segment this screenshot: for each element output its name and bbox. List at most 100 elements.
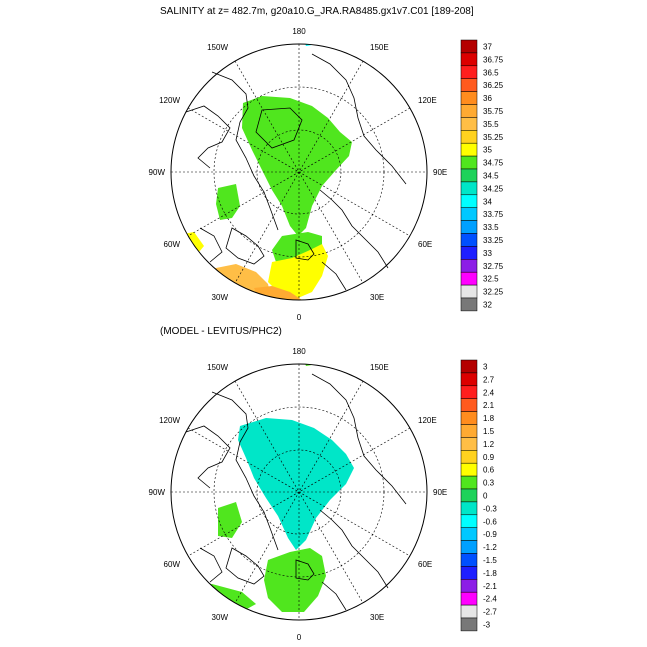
top-colorbar-swatch	[460, 246, 478, 260]
bottom-lon-0: 0	[297, 633, 302, 642]
bottom-colorbar-swatch	[460, 579, 478, 593]
top-lon-90w: 90W	[149, 168, 166, 177]
top-colorbar-swatch	[460, 130, 478, 144]
bottom-lon-30w: 30W	[212, 613, 229, 622]
bottom-colorbar-swatch	[460, 359, 478, 374]
top-lon-30w: 30W	[212, 293, 229, 302]
top-colorbar-swatch	[460, 181, 478, 196]
top-colorbar-label: 33.5	[483, 223, 499, 232]
bottom-colorbar: 3 2.7 2.4 2.1 1.8 1.5 1.2 0.9 0.6 0.3 0 -0.3 -0.6 -0.…	[460, 359, 497, 632]
bottom-lon-120w: 120W	[159, 416, 180, 425]
top-colorbar-swatch	[460, 78, 478, 92]
bottom-colorbar-label: -2.1	[483, 582, 497, 591]
bottom-colorbar-label: 1.2	[483, 440, 495, 449]
top-lon-120e: 120E	[418, 96, 437, 105]
top-colorbar: 37 36.75 36.5 36.25 36 35.75 35.5 35.25 35 34.75 3…	[460, 39, 504, 312]
top-colorbar-label: 33.75	[483, 210, 504, 219]
bottom-colorbar-swatch	[460, 553, 478, 567]
bottom-polar-map: 180 0 90W 90E 150W 150E 120W 120E 60W 60…	[149, 347, 448, 642]
top-colorbar-swatch	[460, 155, 478, 170]
bottom-map-fill	[178, 364, 354, 614]
top-nordic-seas-fill	[268, 244, 328, 298]
top-colorbar-swatch	[460, 91, 478, 105]
bottom-colorbar-label: 2.1	[483, 401, 495, 410]
top-colorbar-label: 36.25	[483, 81, 504, 90]
top-lon-120w: 120W	[159, 96, 180, 105]
top-colorbar-swatch	[460, 284, 478, 299]
top-colorbar-swatch	[460, 271, 478, 286]
top-lon-150e: 150E	[370, 43, 389, 52]
bottom-lon-150e: 150E	[370, 363, 389, 372]
bottom-labrador-fill	[178, 584, 256, 614]
bottom-colorbar-swatch	[460, 604, 478, 619]
bottom-colorbar-label: -0.3	[483, 504, 497, 513]
top-lon-150w: 150W	[207, 43, 228, 52]
bottom-lon-60w: 60W	[164, 560, 181, 569]
top-colorbar-label: 32.75	[483, 262, 504, 271]
top-colorbar-label: 35.5	[483, 120, 499, 129]
top-colorbar-swatch	[460, 259, 478, 273]
top-colorbar-label: 32.5	[483, 275, 499, 284]
top-colorbar-label: 35.75	[483, 107, 504, 116]
bottom-lon-90e: 90E	[433, 488, 447, 497]
top-colorbar-label: 34.5	[483, 171, 499, 180]
top-lon-60e: 60E	[418, 240, 432, 249]
bottom-colorbar-swatch	[460, 385, 478, 399]
bottom-colorbar-swatch	[460, 501, 478, 516]
bottom-colorbar-swatch	[460, 424, 478, 438]
top-colorbar-label: 33.25	[483, 236, 504, 245]
top-map-fill	[172, 44, 352, 300]
top-map-title: SALINITY at z= 482.7m, g20a10.G_JRA.RA84…	[160, 6, 474, 17]
bottom-colorbar-swatch	[460, 372, 478, 387]
top-colorbar-swatch	[460, 52, 478, 67]
top-colorbar-label: 35	[483, 146, 492, 155]
bottom-colorbar-swatch	[460, 540, 478, 554]
bottom-colorbar-swatch	[460, 514, 478, 528]
top-colorbar-label: 35.25	[483, 133, 504, 142]
top-lon-30e: 30E	[370, 293, 384, 302]
top-map-boundary	[170, 43, 428, 301]
bottom-lon-120e: 120E	[418, 416, 437, 425]
bottom-lon-90w: 90W	[149, 488, 166, 497]
bottom-baffin-fill	[218, 502, 242, 538]
bottom-colorbar-swatch	[460, 475, 478, 490]
bottom-colorbar-swatch	[460, 566, 478, 580]
bottom-colorbar-swatch	[460, 450, 478, 464]
top-colorbar-swatch	[460, 142, 478, 157]
bottom-colorbar-label: 0.3	[483, 479, 495, 488]
top-colorbar-swatch	[460, 39, 478, 54]
top-colorbar-swatch	[460, 104, 478, 118]
bottom-colorbar-label: -3	[483, 620, 491, 629]
bottom-colorbar-label: 1.8	[483, 414, 495, 423]
top-arctic-basin-fill	[242, 96, 352, 236]
top-lon-180: 180	[292, 27, 306, 36]
top-colorbar-label: 34.75	[483, 159, 504, 168]
bottom-coastlines	[185, 373, 407, 611]
bottom-colorbar-label: -1.8	[483, 569, 497, 578]
top-colorbar-label: 33	[483, 249, 492, 258]
bottom-colorbar-label: 0.6	[483, 466, 495, 475]
bottom-colorbar-swatch	[460, 398, 478, 412]
top-colorbar-swatch	[460, 233, 478, 247]
bottom-lon-150w: 150W	[207, 363, 228, 372]
top-colorbar-label: 37	[483, 42, 492, 51]
bottom-colorbar-swatch	[460, 437, 478, 451]
bottom-colorbar-label: -1.2	[483, 543, 497, 552]
top-colorbar-swatch	[460, 65, 478, 79]
bottom-colorbar-label: 0.9	[483, 453, 495, 462]
top-colorbar-label: 36	[483, 94, 492, 103]
top-graticule	[171, 44, 427, 300]
bottom-colorbar-label: -2.4	[483, 595, 497, 604]
top-atlantic-dark-fill	[254, 286, 302, 300]
top-colorbar-swatch	[460, 220, 478, 234]
top-lon-90e: 90E	[433, 168, 447, 177]
bottom-colorbar-swatch	[460, 617, 478, 632]
bottom-colorbar-swatch	[460, 591, 478, 606]
top-colorbar-label: 32	[483, 300, 492, 309]
bottom-colorbar-swatch	[460, 462, 478, 477]
top-colorbar-label: 36.75	[483, 55, 504, 64]
top-colorbar-swatch	[460, 297, 478, 312]
bottom-colorbar-label: 0	[483, 491, 488, 500]
top-colorbar-label: 36.5	[483, 68, 499, 77]
